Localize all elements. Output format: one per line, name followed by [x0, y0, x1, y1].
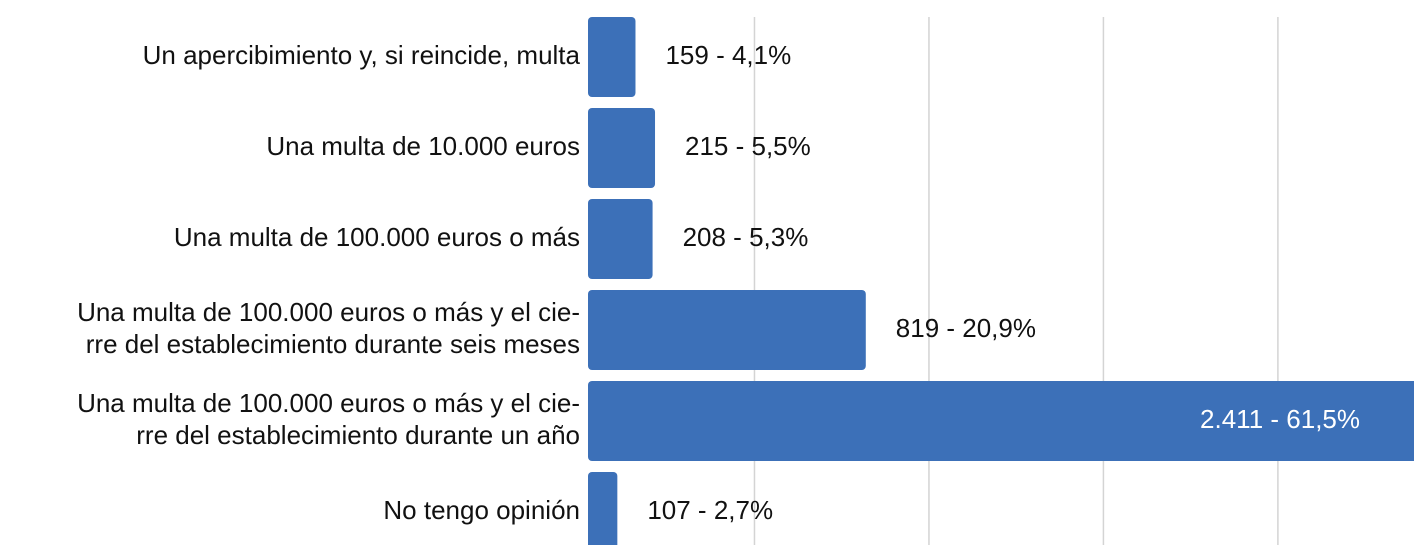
bar	[588, 108, 656, 188]
bar	[588, 17, 636, 97]
value-label: 2.411 - 61,5%	[1200, 404, 1360, 434]
bar	[588, 199, 653, 279]
category-label: Un apercibimiento y, si reincide, multa	[143, 40, 581, 70]
bar	[588, 472, 618, 545]
value-label: 208 - 5,3%	[683, 222, 809, 252]
bar	[588, 290, 866, 370]
category-label: No tengo opinión	[383, 495, 580, 525]
category-label: rre del establecimiento durante seis mes…	[86, 329, 580, 359]
category-label: Una multa de 100.000 euros o más	[174, 222, 580, 252]
category-label: Una multa de 100.000 euros o más y el ci…	[77, 388, 580, 418]
bar	[588, 381, 1414, 461]
category-label: Una multa de 100.000 euros o más y el ci…	[77, 297, 580, 327]
value-label: 159 - 4,1%	[665, 40, 791, 70]
value-label: 819 - 20,9%	[896, 313, 1036, 343]
value-label: 215 - 5,5%	[685, 131, 811, 161]
category-label: Una multa de 10.000 euros	[266, 131, 580, 161]
value-label: 107 - 2,7%	[647, 495, 773, 525]
category-label: rre del establecimiento durante un año	[136, 420, 580, 450]
